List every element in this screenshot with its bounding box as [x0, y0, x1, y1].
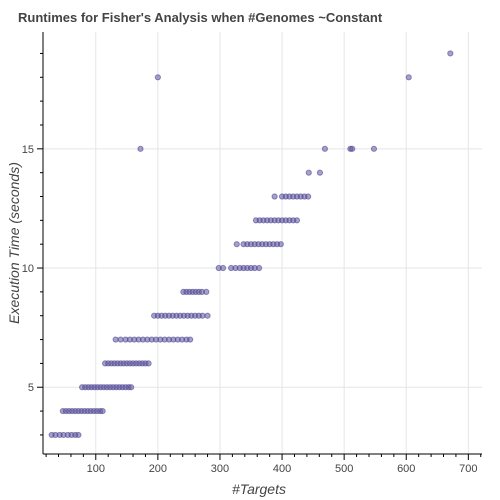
gridlines [43, 32, 482, 454]
chart-title: Runtimes for Fisher's Analysis when #Gen… [18, 10, 383, 25]
y-tick-label: 5 [28, 382, 34, 394]
scatter-point [370, 145, 378, 152]
x-tick-label: 300 [211, 463, 229, 475]
scatter-point [117, 336, 124, 343]
scatter-point [154, 74, 161, 81]
axes [42, 32, 482, 455]
scatter-point [219, 264, 227, 272]
scatter-point [75, 431, 82, 439]
data-points [48, 50, 454, 439]
scatter-point [203, 288, 210, 295]
scatter-point [137, 145, 144, 152]
x-tick-label: 500 [335, 463, 353, 475]
scatter-point [233, 241, 240, 248]
scatter-point [128, 384, 135, 391]
axis-ticks: 100 200 300 400 500 600 700 5 10 15 [22, 52, 482, 475]
scatter-point [255, 264, 263, 272]
x-tick-label: 600 [397, 463, 415, 475]
y-tick-label: 10 [22, 263, 34, 275]
scatter-point [187, 336, 194, 343]
scatter-point [145, 360, 152, 367]
x-tick-label: 400 [273, 463, 291, 475]
y-tick-label: 15 [22, 144, 34, 156]
x-axis-label: #Targets [232, 481, 286, 497]
scatter-point [271, 193, 278, 200]
scatter-point [305, 169, 312, 176]
scatter-point [405, 74, 412, 81]
scatter-point [199, 312, 206, 319]
scatter-point [321, 145, 329, 152]
x-tick-label: 200 [149, 463, 167, 475]
x-tick-label: 700 [459, 463, 477, 475]
y-axis-label: Execution Time (seconds) [6, 162, 22, 324]
scatter-point [99, 407, 106, 415]
scatter-point [305, 193, 312, 200]
scatter-point [277, 241, 284, 248]
scatter-point [293, 217, 301, 224]
scatter-point [316, 169, 324, 176]
scatter-point [112, 336, 119, 343]
scatter-point [349, 145, 356, 152]
scatter-point [204, 312, 211, 319]
scatter-point [447, 50, 454, 57]
x-tick-label: 100 [87, 463, 105, 475]
